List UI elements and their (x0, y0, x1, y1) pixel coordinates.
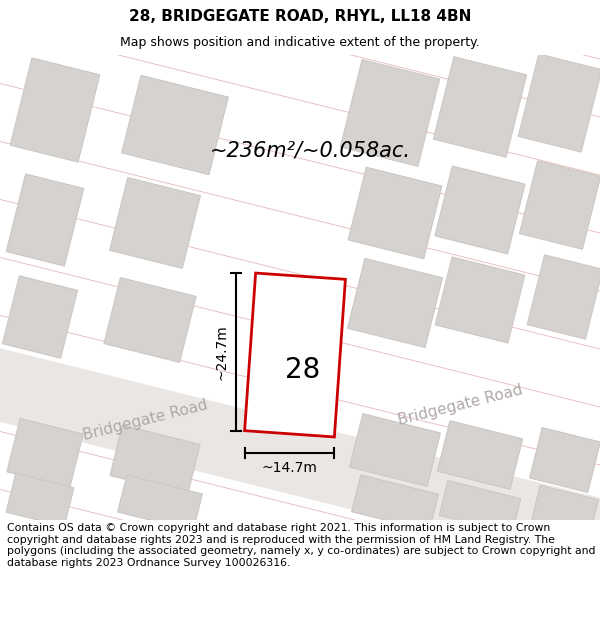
Polygon shape (347, 258, 443, 348)
Polygon shape (435, 257, 525, 343)
Text: Map shows position and indicative extent of the property.: Map shows position and indicative extent… (120, 36, 480, 49)
Text: 28, BRIDGEGATE ROAD, RHYL, LL18 4BN: 28, BRIDGEGATE ROAD, RHYL, LL18 4BN (129, 9, 471, 24)
Polygon shape (6, 473, 74, 527)
Polygon shape (520, 161, 600, 249)
Polygon shape (518, 54, 600, 152)
Polygon shape (122, 75, 229, 175)
Text: Bridgegate Road: Bridgegate Road (81, 398, 209, 442)
Polygon shape (532, 485, 598, 535)
Polygon shape (7, 419, 83, 488)
Text: ~14.7m: ~14.7m (262, 461, 317, 474)
Polygon shape (0, 348, 600, 571)
Polygon shape (340, 59, 440, 166)
Text: ~24.7m: ~24.7m (215, 324, 229, 380)
Polygon shape (2, 276, 77, 358)
Polygon shape (104, 278, 196, 362)
Polygon shape (435, 166, 525, 254)
Polygon shape (348, 167, 442, 259)
Text: Contains OS data © Crown copyright and database right 2021. This information is : Contains OS data © Crown copyright and d… (7, 523, 596, 568)
Polygon shape (110, 425, 200, 495)
Polygon shape (439, 481, 521, 534)
Polygon shape (527, 255, 600, 339)
Polygon shape (437, 421, 523, 489)
Polygon shape (118, 475, 202, 531)
Polygon shape (245, 273, 346, 437)
Polygon shape (10, 58, 100, 162)
Polygon shape (352, 475, 439, 531)
Polygon shape (530, 428, 600, 493)
Polygon shape (6, 174, 84, 266)
Text: ~236m²/~0.058ac.: ~236m²/~0.058ac. (210, 140, 411, 160)
Polygon shape (433, 57, 527, 158)
Polygon shape (350, 414, 440, 486)
Polygon shape (110, 177, 200, 269)
Text: 28: 28 (286, 356, 320, 384)
Text: Bridgegate Road: Bridgegate Road (396, 382, 524, 428)
